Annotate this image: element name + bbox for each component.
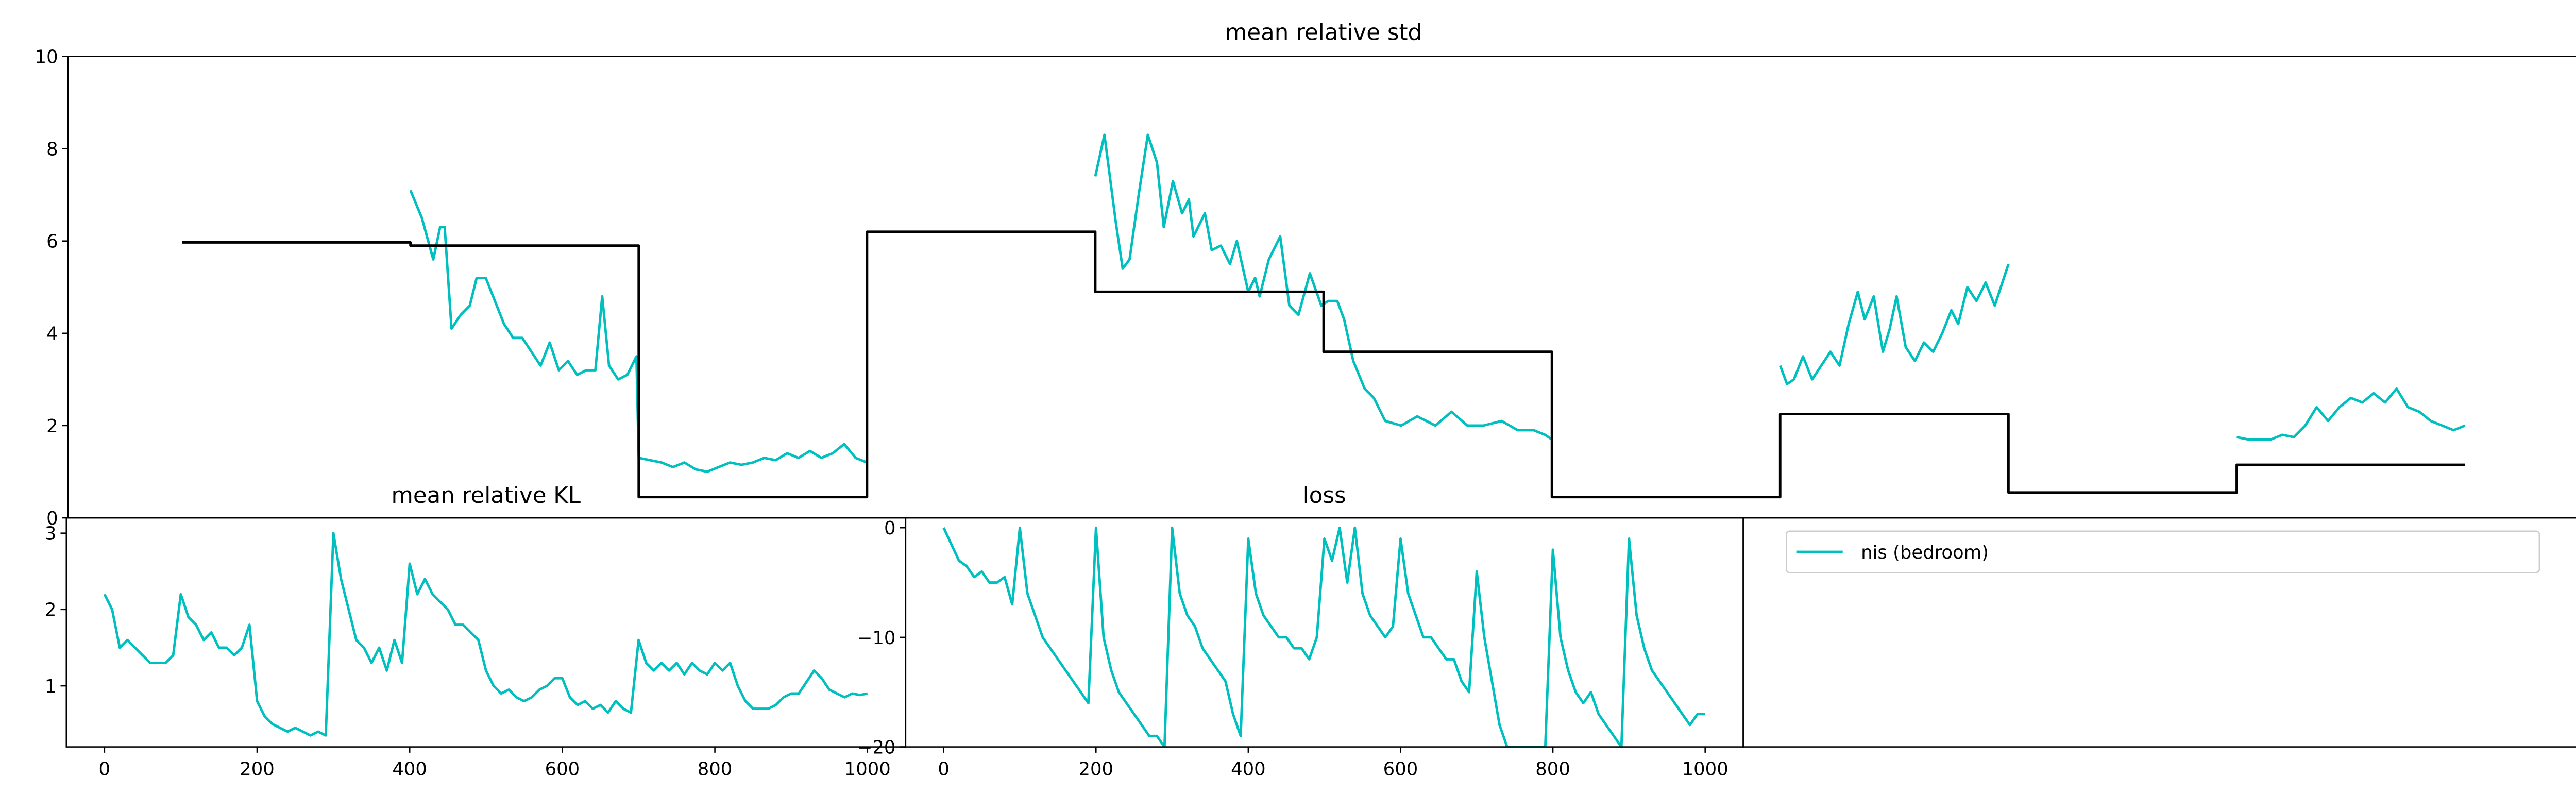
x-tick-label: 200 bbox=[1078, 758, 1113, 780]
x-tick-label: 400 bbox=[1231, 758, 1266, 780]
subplot-title: mean relative std bbox=[1225, 20, 1422, 45]
x-tick-label: 200 bbox=[240, 758, 275, 780]
data-line bbox=[182, 230, 2465, 499]
y-tick-label: 2 bbox=[46, 416, 58, 437]
subplot-title: mean relative KL bbox=[392, 483, 581, 509]
subplot-title: loss bbox=[1303, 483, 1346, 509]
data-line bbox=[409, 133, 2466, 473]
x-tick-label: 0 bbox=[99, 758, 111, 780]
axes-frame bbox=[1742, 517, 2576, 748]
axes-frame bbox=[65, 517, 907, 748]
x-tick-label: 800 bbox=[1535, 758, 1570, 780]
y-tick-label: 10 bbox=[35, 46, 58, 68]
x-tick-label: 1000 bbox=[1682, 758, 1728, 780]
y-tick-label: −10 bbox=[857, 628, 896, 649]
y-tick-label: 6 bbox=[46, 231, 58, 252]
y-tick-label: 2 bbox=[45, 600, 57, 621]
y-tick-label: 3 bbox=[45, 524, 57, 545]
plot-area bbox=[103, 532, 868, 737]
plot-area bbox=[942, 526, 1705, 747]
x-tick-label: 1000 bbox=[844, 758, 891, 780]
y-tick-label: 4 bbox=[46, 324, 58, 345]
y-tick-label: −20 bbox=[857, 737, 896, 758]
plot-area bbox=[182, 133, 2466, 499]
data-line bbox=[103, 532, 868, 737]
x-tick-label: 800 bbox=[698, 758, 733, 780]
y-tick-label: 8 bbox=[46, 139, 58, 160]
legend-label: nis (bedroom) bbox=[1861, 542, 1989, 563]
y-tick-label: 1 bbox=[45, 676, 57, 697]
y-tick-label: 0 bbox=[46, 508, 58, 529]
x-tick-label: 600 bbox=[545, 758, 580, 780]
legend-box bbox=[1785, 530, 2540, 573]
y-tick-label: 0 bbox=[884, 518, 896, 539]
x-tick-label: 0 bbox=[938, 758, 950, 780]
x-tick-label: 400 bbox=[392, 758, 427, 780]
axes-frame bbox=[67, 56, 2576, 519]
data-line bbox=[942, 526, 1705, 747]
x-tick-label: 600 bbox=[1383, 758, 1418, 780]
